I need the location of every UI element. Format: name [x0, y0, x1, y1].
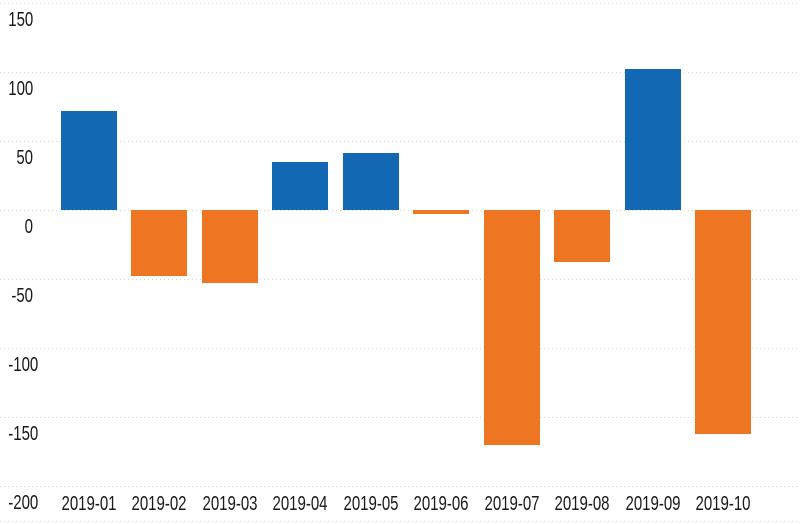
y-axis-tick-label-150: 150	[8, 9, 34, 31]
y-axis-tick-label-0: 0	[24, 216, 33, 238]
x-axis-tick-label-2019-09: 2019-09	[624, 493, 681, 515]
x-axis-tick-label-2019-03: 2019-03	[201, 493, 258, 515]
y-axis-tick-label--100: -100	[8, 354, 39, 376]
bar-2019-09	[624, 69, 681, 210]
bar-2019-02	[131, 210, 187, 277]
x-axis-tick-label-2019-08: 2019-08	[554, 493, 610, 515]
gridline--50	[0, 279, 800, 280]
y-axis-tick-label--50: -50	[11, 285, 33, 307]
gridline--200	[0, 486, 800, 487]
bar-2019-06	[413, 210, 469, 215]
gridline-100	[0, 72, 800, 73]
bar-2019-01	[60, 110, 117, 210]
x-axis-tick-label-2019-02: 2019-02	[131, 493, 187, 515]
bar-2019-08	[554, 210, 610, 263]
bar-2019-05	[342, 153, 399, 210]
bar-2019-07	[483, 210, 540, 445]
gridline--100	[0, 348, 800, 349]
y-axis-tick-label-50: 50	[16, 147, 33, 169]
gridline-0	[0, 210, 800, 211]
x-axis-tick-label-2019-07: 2019-07	[483, 493, 540, 515]
y-axis-tick-label-100: 100	[8, 78, 34, 100]
x-axis-tick-label-2019-10: 2019-10	[695, 493, 751, 515]
x-axis-tick-label-2019-01: 2019-01	[60, 493, 117, 515]
gridline-150	[0, 3, 800, 4]
x-axis-tick-label-2019-06: 2019-06	[413, 493, 469, 515]
y-axis-tick-label--200: -200	[8, 492, 39, 514]
x-axis-tick-label-2019-05: 2019-05	[342, 493, 399, 515]
y-axis-tick-label--150: -150	[8, 423, 39, 445]
bar-2019-03	[201, 210, 258, 284]
gridline-50	[0, 141, 800, 142]
bar-2019-04	[272, 161, 328, 210]
chart-bottom-border	[0, 521, 800, 522]
bar-2019-10	[695, 210, 751, 434]
gridline--150	[0, 417, 800, 418]
x-axis-tick-label-2019-04: 2019-04	[272, 493, 328, 515]
